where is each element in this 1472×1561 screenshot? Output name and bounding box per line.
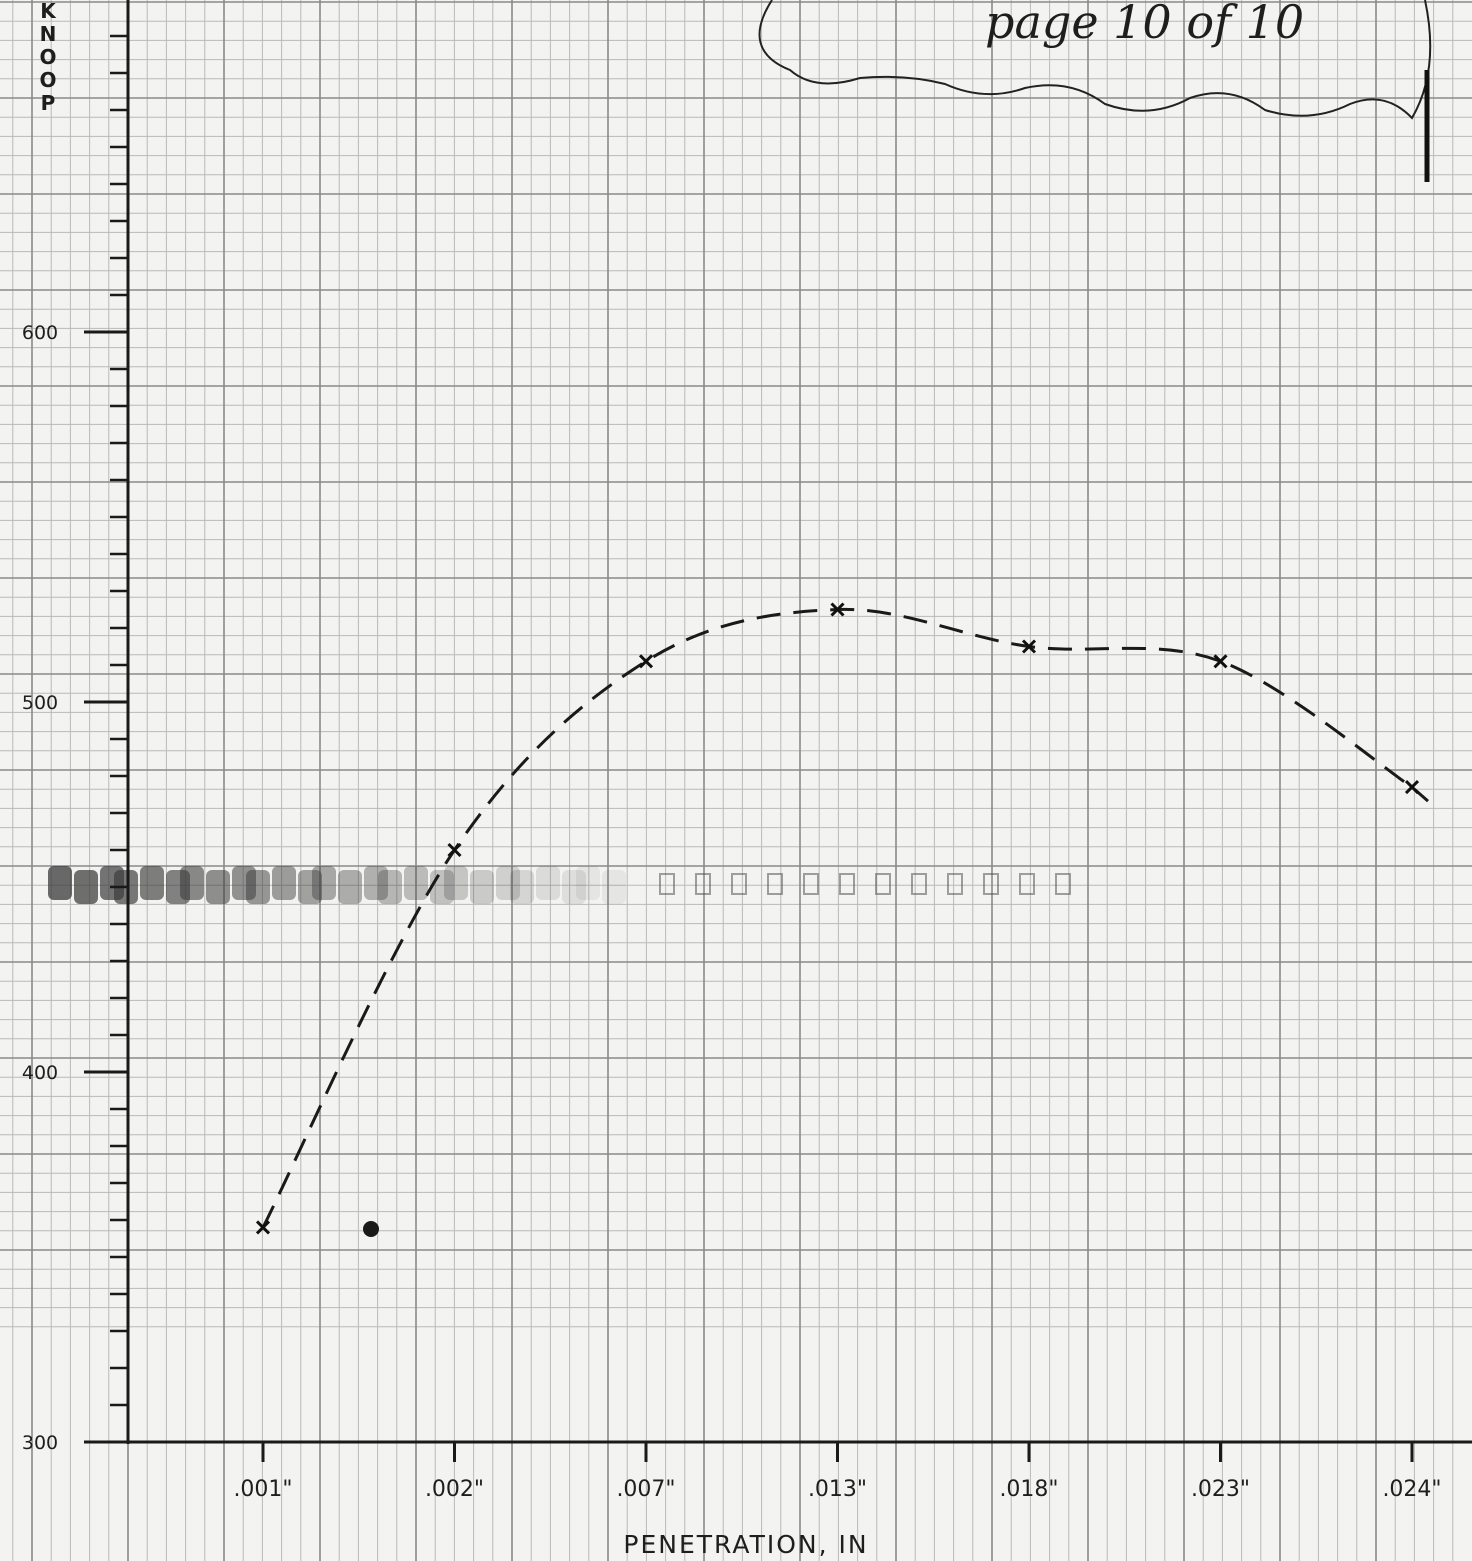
smudge-box <box>1055 873 1071 895</box>
smudge-blob <box>510 870 534 904</box>
x-axis-ticks <box>261 1442 1414 1462</box>
smudge-box <box>875 873 891 895</box>
y-tick-label: 400 <box>22 1062 58 1084</box>
y-axis-major-ticks <box>84 330 128 1444</box>
x-tick-label: .002" <box>425 1477 484 1502</box>
smudge-box <box>983 873 999 895</box>
y-axis-minor-ticks <box>110 34 128 1407</box>
smudge-blob <box>562 870 586 904</box>
data-point-marker <box>1404 780 1420 795</box>
smudge-blob <box>602 870 626 904</box>
smudge-band <box>48 866 1071 904</box>
y-axis-label-letter: N <box>40 22 57 46</box>
smudge-blob <box>272 866 296 900</box>
data-point-marker <box>830 602 845 617</box>
series-dashed-line <box>261 607 1429 1229</box>
data-point-marker <box>638 654 654 669</box>
smudge-box <box>947 873 963 895</box>
smudge-blob <box>246 870 270 904</box>
smudge-box <box>731 873 747 895</box>
smudge-blob <box>536 866 560 900</box>
smudge-box <box>767 873 783 895</box>
x-tick-label: .018" <box>999 1477 1058 1502</box>
marker-stroke <box>1021 639 1037 654</box>
data-point-marker <box>255 1220 271 1235</box>
smudge-blob <box>404 866 428 900</box>
marker-stroke <box>1213 654 1228 669</box>
smudge-box <box>695 873 711 895</box>
y-axis-label-letter: K <box>40 0 57 23</box>
annotation-note-text: page 10 of 10 <box>985 0 1304 49</box>
y-tick-label: 600 <box>22 322 58 344</box>
smudge-box <box>659 873 675 895</box>
smudge-box <box>803 873 819 895</box>
marker-stroke <box>830 602 845 617</box>
y-tick-label: 500 <box>22 692 58 714</box>
smudge-blob <box>364 866 388 900</box>
x-tick-label: .013" <box>808 1477 867 1502</box>
smudge-blob <box>298 870 322 904</box>
annotation-note: page 10 of 10 <box>758 0 1432 182</box>
smudge-box <box>1019 873 1035 895</box>
marker-stroke <box>447 842 462 858</box>
smudge-blob <box>576 866 600 900</box>
smudge-blob <box>444 866 468 900</box>
x-tick-label: .024" <box>1382 1477 1441 1502</box>
smudge-blob <box>496 866 520 900</box>
smudge-blob <box>74 870 98 904</box>
marker-stroke <box>255 1220 271 1235</box>
data-point-marker <box>1213 654 1228 669</box>
smudge-blob <box>48 866 72 900</box>
y-tick-labels: 300 400 500 600 <box>22 322 58 1454</box>
x-tick-label: .007" <box>616 1477 675 1502</box>
marker-stroke <box>638 654 654 669</box>
annotation-bubble-outline <box>758 0 1432 120</box>
x-tick-labels: .001" .002" .007" .013" .018" .023" .024" <box>233 1477 1441 1502</box>
smudge-box <box>839 873 855 895</box>
y-axis-label-letter: P <box>41 91 56 115</box>
smudge-blob <box>140 866 164 900</box>
x-axis-label: PENETRATION, IN <box>623 1530 868 1559</box>
x-tick-label: .023" <box>1191 1477 1250 1502</box>
data-point-marker <box>447 842 462 858</box>
y-axis-label-letter: O <box>39 45 56 69</box>
ink-dot <box>363 1221 379 1237</box>
smudge-blob <box>470 870 494 904</box>
smudge-blob <box>378 870 402 904</box>
series-markers <box>255 602 1420 1235</box>
data-point-marker <box>1021 639 1037 654</box>
smudge-blob <box>206 870 230 904</box>
smudge-blob <box>180 866 204 900</box>
smudge-blob <box>312 866 336 900</box>
y-tick-label: 300 <box>22 1432 58 1454</box>
smudge-box <box>911 873 927 895</box>
x-tick-label: .001" <box>233 1477 292 1502</box>
marker-stroke <box>1404 780 1420 795</box>
y-axis-label-letter: O <box>39 68 56 92</box>
smudge-blob <box>338 870 362 904</box>
